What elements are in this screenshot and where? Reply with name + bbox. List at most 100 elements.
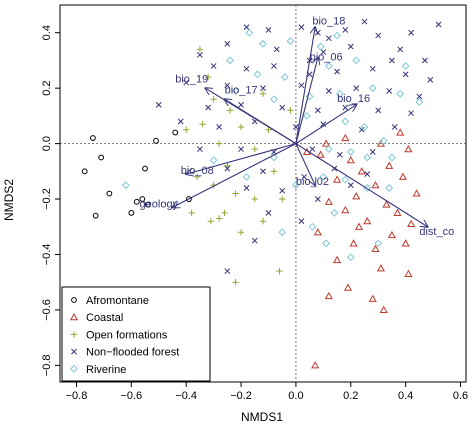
data-point xyxy=(371,180,380,189)
data-point xyxy=(314,107,321,114)
data-point xyxy=(237,229,245,236)
data-point xyxy=(397,46,404,53)
data-point xyxy=(278,228,287,237)
data-point xyxy=(385,184,394,192)
data-point xyxy=(144,201,151,208)
data-point xyxy=(153,137,159,144)
data-point xyxy=(270,95,278,104)
data-point xyxy=(298,24,305,31)
data-point xyxy=(188,209,195,217)
data-point xyxy=(251,237,258,244)
vector-arrow xyxy=(295,27,315,144)
data-point xyxy=(224,165,231,172)
legend: Afromontane Coastal Open formations Non−flo… xyxy=(61,286,211,382)
data-point xyxy=(106,190,113,197)
data-point xyxy=(319,172,328,181)
data-point xyxy=(343,283,353,291)
data-point xyxy=(224,268,231,275)
data-point xyxy=(341,175,350,184)
data-point xyxy=(276,267,283,275)
data-point xyxy=(231,87,240,95)
data-point xyxy=(379,136,388,145)
data-point xyxy=(224,82,231,89)
data-point xyxy=(177,118,184,125)
data-point xyxy=(342,27,349,33)
series-circle xyxy=(81,129,192,219)
data-point xyxy=(273,46,280,53)
data-point xyxy=(139,196,146,202)
data-point xyxy=(334,68,340,75)
data-point xyxy=(196,46,204,53)
y-tick-label: −0.4 xyxy=(41,244,53,266)
data-point xyxy=(341,117,350,126)
data-point xyxy=(386,88,393,94)
data-point xyxy=(265,126,272,133)
data-point xyxy=(172,129,179,136)
data-point xyxy=(311,361,320,369)
data-point xyxy=(128,210,135,216)
data-point xyxy=(382,200,391,208)
data-point xyxy=(281,73,289,81)
data-point xyxy=(210,63,217,69)
data-point xyxy=(335,89,344,98)
data-point xyxy=(259,39,267,48)
data-point xyxy=(259,90,267,97)
y-tick-label: −0.6 xyxy=(41,299,53,321)
legend-marker xyxy=(70,364,78,373)
data-point xyxy=(316,150,325,158)
data-point xyxy=(226,56,234,65)
data-point xyxy=(360,123,369,131)
y-tick-label: 0.2 xyxy=(41,81,53,96)
data-point xyxy=(333,255,342,264)
data-point xyxy=(368,84,377,93)
data-point xyxy=(374,239,383,248)
data-point xyxy=(302,111,311,120)
data-point xyxy=(357,167,366,175)
data-point xyxy=(251,145,258,153)
data-point xyxy=(396,89,405,98)
vector-arrow xyxy=(295,143,428,227)
data-point xyxy=(352,56,361,65)
vector-label: bio_08 xyxy=(181,165,214,177)
data-point xyxy=(98,154,105,161)
zero-lines xyxy=(60,5,466,382)
data-point xyxy=(347,182,354,189)
data-point xyxy=(346,156,355,164)
data-point xyxy=(314,196,321,202)
data-point xyxy=(216,124,223,130)
legend-label: Riverine xyxy=(86,364,126,376)
data-point xyxy=(407,219,416,228)
data-point xyxy=(333,175,342,183)
data-point xyxy=(204,73,212,81)
data-point xyxy=(238,146,244,153)
data-point xyxy=(415,98,424,106)
data-point xyxy=(353,85,360,92)
data-point xyxy=(292,181,300,190)
vector-arrow xyxy=(295,143,315,186)
data-point xyxy=(398,172,407,180)
arrows-layer: bio_18 bio_06 bio_19 bio_17 bio_16 bio_08geol… xyxy=(140,15,455,238)
data-point xyxy=(232,279,239,286)
data-point xyxy=(322,139,331,147)
data-point xyxy=(396,128,405,136)
plot-frame xyxy=(59,4,467,383)
data-point xyxy=(324,62,333,70)
data-point xyxy=(260,168,266,175)
y-tick-label: 0.0 xyxy=(41,136,53,151)
x-tick-label: 0.4 xyxy=(398,390,413,402)
data-point xyxy=(298,218,305,225)
vector-label: bio_17 xyxy=(225,85,258,97)
data-point xyxy=(324,145,333,154)
vector-label: geology xyxy=(140,198,179,210)
data-point xyxy=(322,239,331,248)
axes-layer: −0.8 −0.6 −0.4 −0.2 0.0 0.2 0.4 0.6 −0.8 −0.6 −0.4… xyxy=(41,25,468,402)
data-point xyxy=(336,151,343,158)
data-point xyxy=(320,121,327,128)
data-point xyxy=(363,153,372,162)
data-point xyxy=(232,190,239,197)
x-tick-label: 0.2 xyxy=(343,390,358,402)
x-tick-label: 0.6 xyxy=(453,390,468,402)
x-axis-label: NMDS1 xyxy=(241,410,283,424)
vector-label: bio_19 xyxy=(175,74,208,86)
data-point xyxy=(316,42,325,51)
